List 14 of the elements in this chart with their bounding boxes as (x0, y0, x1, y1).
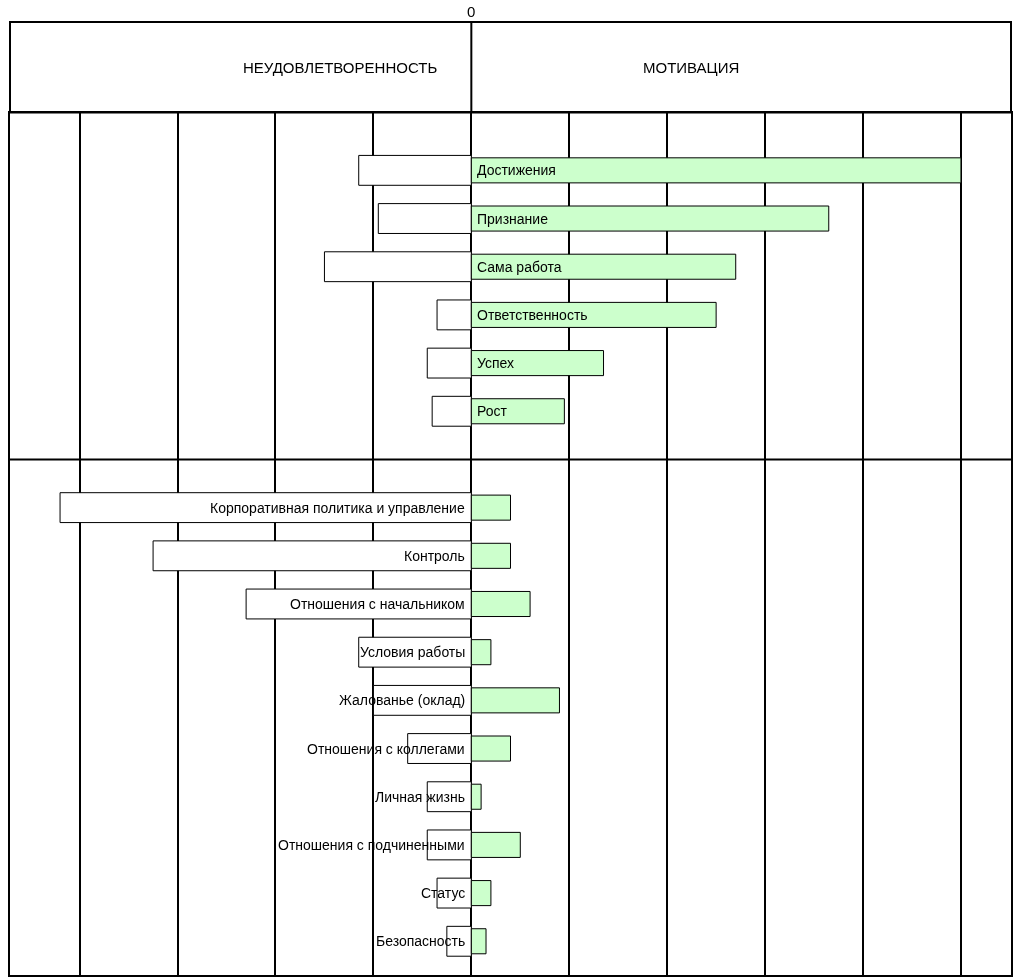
y-tick-label: Ответственность (477, 307, 588, 323)
y-tick-label: Статус (421, 885, 466, 901)
y-tick-label: Отношения с начальником (290, 596, 465, 612)
y-tick-label: Условия работы (360, 644, 466, 660)
text: 0 (467, 3, 476, 20)
text: МОТИВАЦИЯ (643, 59, 740, 76)
y-tick-label: Признание (477, 211, 549, 227)
y-tick-label: Рост (477, 403, 508, 419)
y-tick-label: Сама работа (477, 259, 562, 275)
y-tick-label: Корпоративная политика и управление (210, 500, 465, 516)
text: НЕУДОВЛЕТВОРЕННОСТЬ (243, 59, 438, 76)
y-tick-label: Достижения (477, 162, 556, 178)
y-tick-label: Успех (477, 355, 515, 371)
y-tick-label: Контроль (404, 548, 465, 564)
